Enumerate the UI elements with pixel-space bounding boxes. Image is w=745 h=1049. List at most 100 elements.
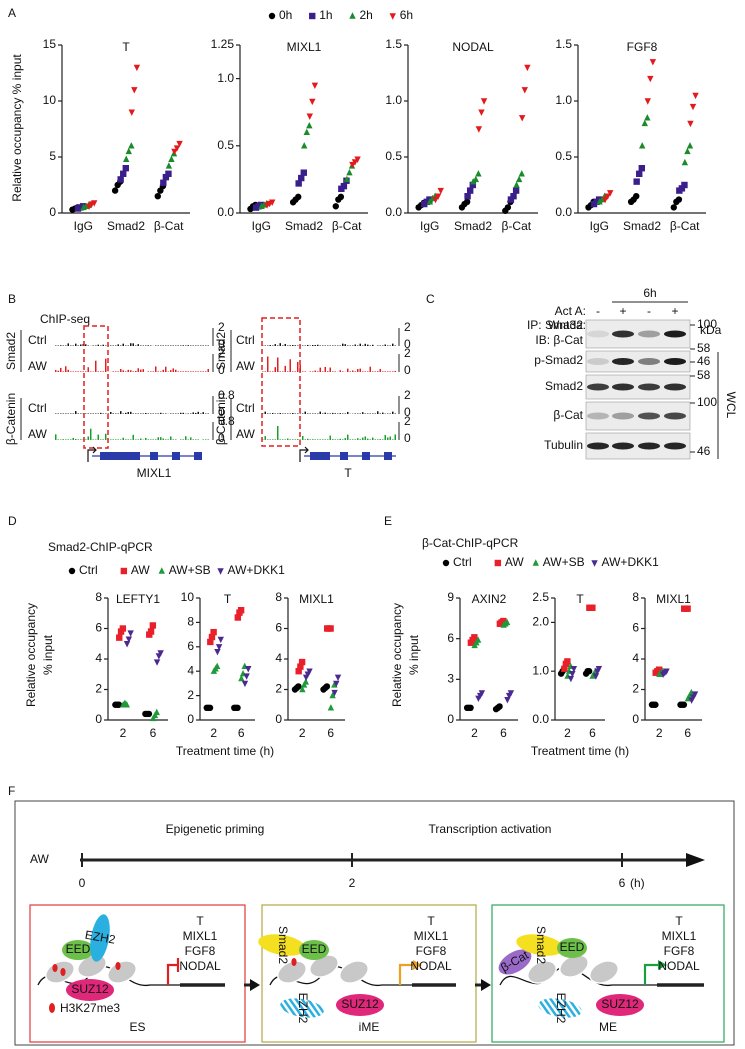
track-signal: [192, 345, 194, 346]
x-tick-label: 6: [238, 726, 245, 740]
track-signal: [309, 371, 311, 372]
track-signal: [322, 413, 324, 414]
track-signal: [274, 344, 276, 346]
track-signal: [115, 439, 117, 440]
track-signal: [120, 411, 122, 414]
track-signal: [359, 368, 361, 372]
data-point: [663, 668, 670, 675]
y-tick-label: 0.5: [217, 138, 234, 152]
gene-label: NODAL: [179, 959, 221, 973]
track-signal: [292, 345, 294, 346]
data-point: [346, 168, 353, 176]
track-signal: [339, 345, 341, 346]
treatment-sign: -: [647, 304, 651, 318]
protein-label: EZH2: [554, 993, 568, 1024]
data-point: [299, 685, 306, 693]
track-signal: [95, 439, 97, 440]
gene-label: MIXL1: [414, 929, 449, 943]
data-point: [691, 691, 699, 698]
frame: [14, 800, 735, 1046]
track-signal: [147, 345, 149, 346]
protein: [66, 979, 114, 1001]
track-signal: [172, 368, 174, 372]
legend-marker: [268, 12, 276, 20]
data-point: [327, 704, 335, 711]
track-signal: [372, 413, 374, 414]
track-signal: [264, 371, 266, 372]
track-condition: Ctrl: [236, 401, 255, 415]
data-point: [478, 109, 485, 116]
treatment-sign: +: [671, 304, 678, 318]
y-tick-label: 0.5: [555, 149, 572, 163]
track-signal: [354, 344, 356, 346]
track-signal: [317, 371, 319, 372]
gene-label: FGF8: [416, 944, 447, 958]
data-point: [507, 196, 515, 203]
track-signal: [150, 439, 152, 440]
track-signal: [334, 345, 336, 346]
treatment-sign: +: [619, 304, 626, 318]
data-point: [91, 200, 98, 207]
tss-arrow: [299, 446, 309, 462]
track-condition: Ctrl: [28, 401, 47, 415]
track-condition: Ctrl: [28, 333, 47, 347]
track-signal: [115, 413, 117, 414]
track-signal: [185, 436, 187, 440]
track-signal: [77, 345, 79, 346]
track-signal: [97, 344, 99, 346]
track-signal: [95, 360, 97, 372]
track-signal: [172, 439, 174, 440]
track-signal: [202, 371, 204, 372]
track-signal: [279, 343, 281, 346]
track-signal: [155, 345, 157, 346]
band: [612, 412, 634, 420]
data-point: [437, 187, 444, 195]
track-signal: [185, 345, 187, 346]
time-tick-label: 0: [79, 876, 86, 890]
track-signal: [160, 437, 162, 440]
legend-label: AW: [131, 563, 151, 577]
protein-label: SUZ12: [601, 997, 639, 1011]
track-signal: [287, 345, 289, 346]
data-point: [592, 673, 600, 680]
track-signal: [207, 345, 209, 346]
activation: [643, 963, 659, 985]
data-point: [145, 710, 153, 718]
track-signal: [207, 439, 209, 440]
gene-label: T: [675, 914, 683, 928]
x-axis-label: Treatment time (h): [531, 744, 629, 758]
track-signal: [389, 371, 391, 372]
mw-label: 100: [697, 395, 717, 409]
track-signal: [120, 369, 122, 372]
y-tick-label: 0.0: [217, 205, 234, 219]
track-signal: [272, 413, 274, 414]
state-label: ME: [599, 1020, 617, 1034]
x-tick-label: 6: [327, 726, 334, 740]
track-signal: [344, 438, 346, 440]
x-tick-label: 2: [564, 726, 571, 740]
legend-marker: [349, 12, 356, 19]
track-signal: [117, 344, 119, 346]
track-signal: [364, 413, 366, 414]
track-signal: [70, 345, 72, 346]
data-point: [524, 64, 531, 72]
track-signal: [392, 343, 394, 346]
track-signal: [165, 345, 167, 346]
track-signal: [157, 437, 159, 440]
tss-arrow: [87, 446, 97, 462]
track-signal: [299, 439, 301, 440]
track-scale-label: 2: [218, 320, 225, 334]
x-tick-label: 2: [656, 726, 663, 740]
track-signal: [112, 345, 114, 346]
y-tick-label: 2: [95, 682, 102, 696]
track-signal: [387, 413, 389, 414]
track-signal: [150, 413, 152, 414]
track-signal: [394, 413, 396, 414]
data-point: [298, 658, 306, 666]
track-signal: [60, 345, 62, 346]
y-tick-label: 4: [275, 651, 282, 665]
track-signal: [90, 428, 92, 440]
track-signal: [187, 413, 189, 414]
track-signal: [372, 437, 374, 440]
